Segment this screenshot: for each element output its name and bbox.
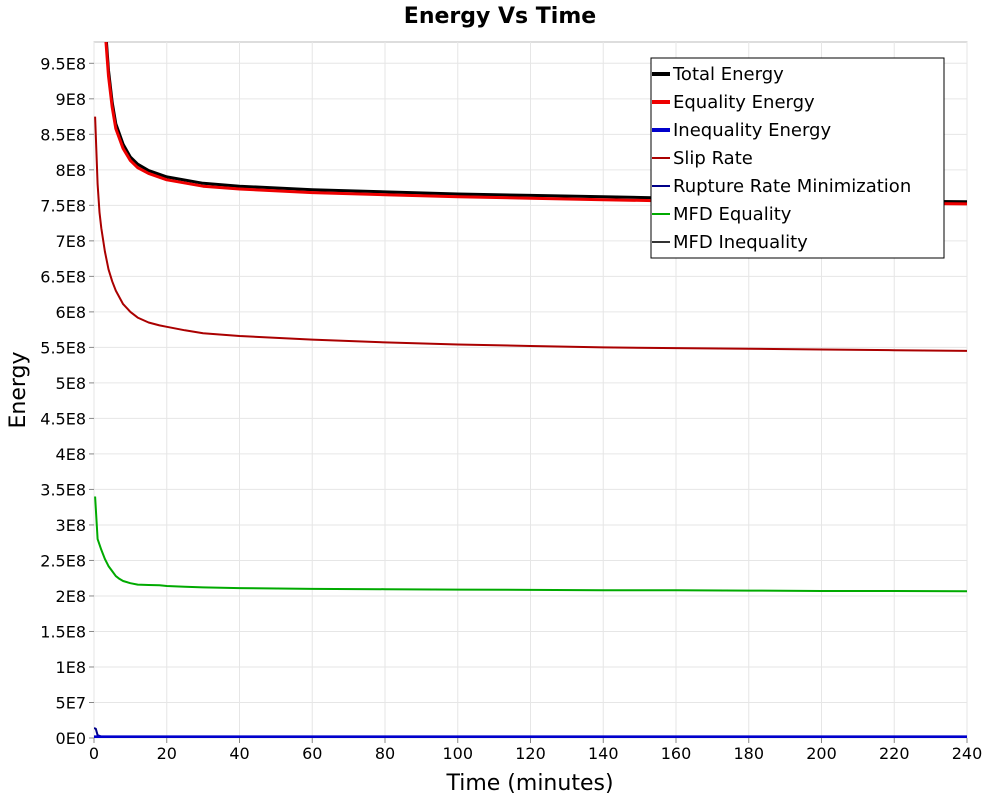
series-line-mfd-equality [94,496,967,593]
legend-label: Total Energy [672,64,784,85]
y-tick-label: 1E8 [56,658,86,677]
x-tick-label: 100 [442,744,473,763]
legend: Total Energy Equality Energy Inequality En… [650,57,945,259]
x-tick-label: 240 [952,744,983,763]
y-tick-label: 4E8 [56,445,86,464]
y-tick-label: 3.5E8 [40,480,86,499]
y-tick-label: 0E0 [56,729,86,748]
legend-label: Inequality Energy [673,120,831,141]
y-tick-label: 9.5E8 [40,54,86,73]
y-tick-label: 8E8 [56,161,86,180]
x-axis-ticks: 0 20 40 60 80 100 120 140 160 180 200 220 240 [89,738,982,763]
x-tick-label: 140 [588,744,619,763]
y-tick-label: 8.5E8 [40,125,86,144]
legend-label: Rupture Rate Minimization [673,176,911,197]
y-tick-label: 3E8 [56,516,86,535]
x-tick-label: 120 [515,744,546,763]
x-tick-label: 200 [806,744,837,763]
x-tick-label: 180 [733,744,764,763]
y-tick-label: 5E8 [56,374,86,393]
y-tick-label: 9E8 [56,90,86,109]
x-tick-label: 60 [302,744,322,763]
x-tick-label: 20 [157,744,177,763]
legend-label: Slip Rate [673,148,753,169]
y-tick-label: 6E8 [56,303,86,322]
legend-label: MFD Equality [673,204,792,225]
y-tick-label: 1.5E8 [40,622,86,641]
x-tick-label: 160 [661,744,692,763]
y-tick-label: 5.5E8 [40,338,86,357]
y-tick-label: 4.5E8 [40,409,86,428]
legend-label: Equality Energy [673,92,815,113]
x-axis-label: Time (minutes) [445,771,613,796]
x-tick-label: 80 [375,744,395,763]
legend-box [650,57,945,259]
y-axis-label: Energy [6,351,31,428]
y-tick-label: 7E8 [56,232,86,251]
x-tick-label: 0 [89,744,99,763]
y-axis-ticks: 0E0 5E7 1E8 1.5E8 2E8 2.5E8 3E8 3.5E8 4E8 4.5E8 5E… [40,54,94,748]
y-tick-label: 2E8 [56,587,86,606]
legend-label: MFD Inequality [673,232,808,253]
y-tick-label: 6.5E8 [40,267,86,286]
series-line-slip-rate [94,116,967,352]
chart-title: Energy Vs Time [404,4,596,29]
y-tick-label: 5E7 [56,693,86,712]
y-tick-label: 2.5E8 [40,551,86,570]
y-tick-label: 7.5E8 [40,196,86,215]
x-tick-label: 220 [879,744,910,763]
x-tick-label: 40 [229,744,249,763]
